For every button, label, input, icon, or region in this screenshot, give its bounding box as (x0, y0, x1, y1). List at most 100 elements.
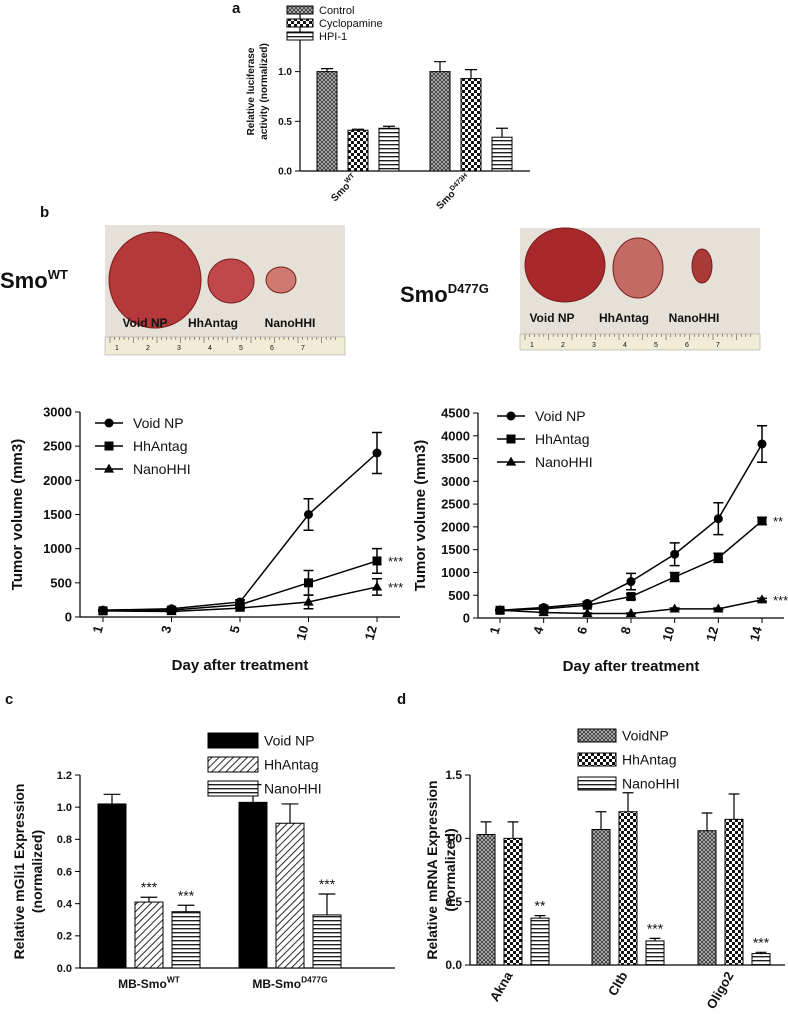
category-text: Akna (487, 968, 516, 1004)
category-text: Cltb (605, 969, 631, 998)
x-tick-label: SmoD473H (434, 172, 474, 212)
ruler-number: 4 (623, 342, 627, 349)
marker (713, 514, 723, 524)
y-tick-label: 1.5 (445, 768, 462, 782)
category-superscript: D477G (301, 975, 328, 985)
bar (724, 818, 744, 966)
marker (304, 510, 313, 519)
heading-text: Smo (0, 268, 48, 293)
bar (697, 830, 717, 966)
x-tick-label: 6 (574, 625, 590, 636)
y-axis-title: Tumor volume (mm3) (9, 439, 26, 590)
error-bar (281, 803, 299, 824)
y-axis-title: Relative luciferase (246, 47, 257, 135)
tumor (524, 227, 606, 303)
ruler-number: 3 (177, 345, 181, 352)
y-axis-title: (normalized) (29, 830, 45, 913)
tumor-label: Void NP (529, 311, 574, 325)
x-tick-label: 14 (747, 624, 765, 643)
x-tick-label: MB-SmoD477G (252, 975, 327, 991)
error-bar (383, 125, 395, 129)
error-bar (103, 793, 121, 804)
error-bar (140, 896, 158, 903)
tumor-label: NanoHHI (669, 311, 720, 325)
marker (104, 441, 114, 451)
y-tick-label: 0 (463, 611, 470, 626)
legend-swatch (207, 756, 259, 773)
error-bar (701, 812, 713, 831)
category-superscript: WT (344, 172, 357, 185)
legend-label: Cyclopamine (319, 18, 383, 30)
bar (530, 917, 550, 966)
x-tick-label: 3 (158, 624, 174, 635)
annotation: *** (647, 920, 664, 936)
y-tick-label: 0.0 (57, 963, 72, 975)
x-tick-label: 10 (293, 624, 311, 642)
y-tick-label: 1000 (43, 541, 72, 556)
x-tick-label: 1 (90, 624, 106, 635)
marker (625, 608, 637, 618)
bar (312, 914, 342, 969)
marker (670, 549, 680, 559)
ruler-number: 5 (654, 342, 658, 349)
legend-label: HhAntag (535, 431, 589, 447)
bar (134, 901, 164, 969)
y-tick-label: 4000 (441, 428, 470, 443)
y-tick-label: 0.0 (278, 167, 292, 178)
annotation: ** (773, 514, 783, 529)
error-bar (321, 68, 333, 72)
heading: SmoD477G (400, 281, 489, 307)
marker (234, 602, 246, 612)
y-tick-label: 0.5 (278, 117, 292, 128)
marker (372, 556, 382, 566)
y-tick-label: 0 (65, 610, 72, 625)
x-tick-label: Oligo2 (703, 969, 736, 1012)
legend-swatch (577, 776, 617, 791)
marker (582, 600, 592, 610)
y-tick-label: 3000 (43, 405, 72, 420)
marker (506, 434, 516, 444)
marker (757, 439, 767, 449)
y-tick-label: 0.6 (57, 866, 72, 878)
ruler-number: 1 (115, 345, 119, 352)
heading-sup: WT (48, 267, 68, 282)
marker (166, 606, 177, 616)
legend-label: Void NP (264, 732, 315, 748)
bar (503, 837, 523, 966)
tumor (691, 248, 713, 284)
heading-text: Smo (400, 282, 448, 307)
y-tick-label: 500 (50, 575, 72, 590)
error-bar (728, 793, 740, 820)
y-axis-title: (normalized) (442, 828, 458, 911)
panel-letter: a (232, 0, 241, 17)
y-tick-label: 3500 (441, 451, 470, 466)
error-bar (434, 61, 446, 72)
ruler-number: 1 (530, 342, 534, 349)
x-tick-label: 12 (703, 625, 721, 643)
y-tick-label: 0.0 (445, 958, 462, 972)
error-bar (507, 821, 519, 839)
x-tick-label: Cltb (605, 969, 631, 998)
y-tick-label: 3000 (441, 474, 470, 489)
x-tick-label: 5 (227, 624, 243, 635)
annotation: *** (178, 887, 195, 903)
marker (756, 594, 768, 604)
legend-swatch (286, 18, 314, 28)
bar (238, 801, 268, 969)
category-superscript: D473H (449, 172, 469, 192)
y-axis-title: Relative mGli1 Expression (11, 784, 27, 960)
marker (104, 418, 114, 428)
marker (582, 608, 593, 618)
marker (713, 553, 723, 563)
marker (303, 596, 314, 606)
marker (506, 411, 516, 421)
legend-label: NanoHHI (622, 775, 680, 791)
category-text: Oligo2 (703, 969, 736, 1012)
error-bar (480, 821, 492, 835)
x-axis-title: Day after treatment (172, 657, 309, 674)
y-tick-label: 2000 (441, 519, 470, 534)
y-tick-label: 1.0 (57, 802, 72, 814)
bar (316, 71, 338, 172)
error-bar (755, 951, 767, 954)
